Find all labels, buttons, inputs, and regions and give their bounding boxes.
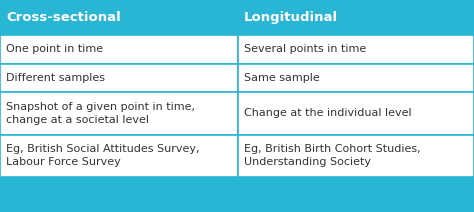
Text: Cross-sectional: Cross-sectional	[6, 11, 121, 24]
Text: Change at the individual level: Change at the individual level	[244, 108, 412, 119]
Bar	[238, 35, 474, 64]
Text: Eg, British Social Attitudes Survey,
Labour Force Survey: Eg, British Social Attitudes Survey, Lab…	[6, 144, 200, 167]
Bar	[0, 64, 238, 92]
Bar	[0, 135, 238, 177]
Text: Longitudinal: Longitudinal	[244, 11, 338, 24]
Text: One point in time: One point in time	[6, 44, 103, 54]
Bar	[238, 92, 474, 135]
Text: Snapshot of a given point in time,
change at a societal level: Snapshot of a given point in time, chang…	[6, 102, 195, 125]
Text: Different samples: Different samples	[6, 73, 105, 83]
Bar	[0, 92, 238, 135]
Bar	[0, 35, 238, 64]
Text: Eg, British Birth Cohort Studies,
Understanding Society: Eg, British Birth Cohort Studies, Unders…	[244, 144, 421, 167]
Bar	[238, 0, 474, 35]
Bar	[238, 135, 474, 177]
Text: Several points in time: Several points in time	[244, 44, 366, 54]
Bar	[0, 0, 238, 35]
Text: Same sample: Same sample	[244, 73, 320, 83]
Bar	[238, 64, 474, 92]
